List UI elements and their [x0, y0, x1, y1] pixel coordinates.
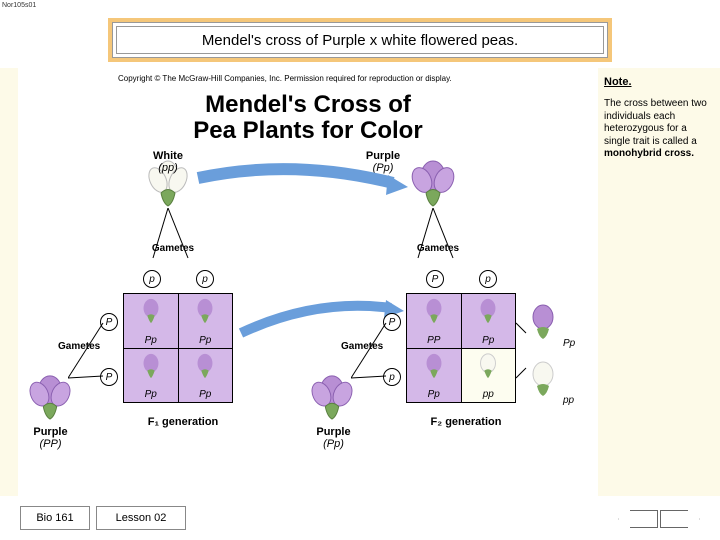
- prev-arrow[interactable]: [618, 510, 658, 528]
- g-p1-top-r: p: [196, 270, 214, 288]
- line-purple-gametes: [413, 208, 473, 268]
- footer-bio-button[interactable]: Bio 161: [20, 506, 90, 530]
- note-heading: Note.: [604, 76, 712, 88]
- f2-pp-label2: pp: [563, 395, 574, 406]
- f1-gen-label: F₁ generation: [133, 416, 233, 428]
- main-area: Copyright © The McGraw-Hill Companies, I…: [0, 68, 720, 496]
- g-p2-top-l: P: [426, 270, 444, 288]
- copyright: Copyright © The McGraw-Hill Companies, I…: [118, 74, 452, 83]
- arrow-top: [193, 163, 408, 248]
- white-label: White(pp): [143, 150, 193, 174]
- next-arrow[interactable]: [660, 510, 700, 528]
- purple-flower-top: [408, 158, 458, 208]
- f2-gen-label: F₂ generation: [416, 416, 516, 428]
- purple-flower-f2-parent: [308, 373, 356, 421]
- punnett-f1: Pp Pp Pp Pp: [123, 293, 233, 403]
- footer-lesson-button[interactable]: Lesson 02: [96, 506, 186, 530]
- f2-parent-label: Purple(Pp): [306, 426, 361, 450]
- f1-parent-label: Purple(PP): [23, 426, 78, 450]
- line-f1-parent: [68, 318, 108, 388]
- figure: Copyright © The McGraw-Hill Companies, I…: [18, 68, 598, 496]
- g-p1-top-l: p: [143, 270, 161, 288]
- g-p2-top-r: p: [479, 270, 497, 288]
- nav-arrows: [618, 510, 700, 528]
- punnett-f2: PP Pp Pp pp: [406, 293, 516, 403]
- f2-pp-label1: Pp: [563, 338, 575, 349]
- line-f2-parent: [351, 318, 391, 388]
- corner-id: Nor105s01: [2, 2, 36, 9]
- note-box: Note. The cross between two individuals …: [604, 76, 712, 161]
- page-title: Mendel's cross of Purple x white flowere…: [202, 32, 518, 49]
- note-body: The cross between two individuals each h…: [604, 98, 712, 161]
- line-white-gametes: [148, 208, 208, 268]
- purple-flower-f1-parent: [26, 373, 74, 421]
- title-bar: Mendel's cross of Purple x white flowere…: [108, 18, 612, 62]
- figure-title: Mendel's Cross ofPea Plants for Color: [118, 92, 498, 145]
- f2-bracket: [516, 318, 531, 398]
